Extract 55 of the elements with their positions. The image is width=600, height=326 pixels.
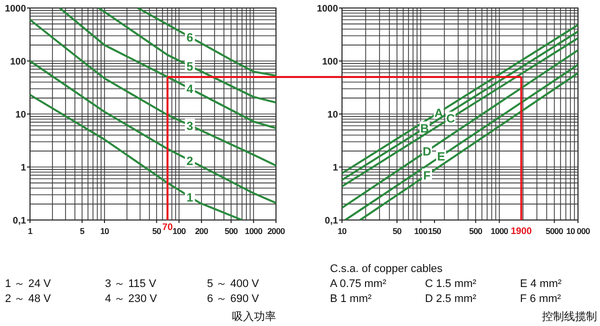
series-label: A [434,106,444,120]
text: F 6 mm² [520,293,562,305]
legend-title: C.s.a. of copper cables [330,263,444,275]
x-tick-label: 150 [428,226,442,236]
series-label: D [422,144,432,159]
y-tick-label: 1000 [4,4,26,14]
x-tick-label: 500 [224,226,238,236]
text: 6 ～ 690 V [207,293,260,305]
x-tick-label: 1000 [490,226,509,236]
x-tick-label: 50 [152,226,162,236]
text: E 4 mm² [520,278,562,290]
y-tick-label: 10 [15,110,26,120]
y-tick-label: 1 [20,162,27,174]
series-label: E [437,150,446,164]
y-tick-label: 100 [10,56,26,68]
text: 3 ～ 115 V [105,278,157,290]
series-label: 3 [186,118,194,133]
text: 4 ～ 230 V [105,293,158,305]
x-tick-label: 5000 [546,226,564,236]
x-tick-label: 50 [392,226,402,236]
text: 1 ～ 24 V [5,278,52,290]
x-tick-label: 10 [338,226,347,236]
x-tick-label: 100 [414,226,428,236]
y-tick-label: 0,1 [12,216,27,226]
y-tick-label: 0,1 [324,216,339,226]
x-tick-label: 10 [100,226,110,236]
text: A 0.75 mm² [330,278,387,290]
text: C 1.5 mm² [425,278,477,290]
y-tick-label: 10 [327,110,338,120]
y-tick-label: 1 [332,162,339,174]
text: 2 ～ 48 V [5,293,52,305]
x-tick-label: 2000 [267,226,286,236]
x-tick-label: 500 [469,226,483,236]
series-label: 6 [186,30,194,44]
series-label: 1 [186,190,194,204]
series-label: B [420,121,430,136]
x-tick-label: 1000 [244,226,263,236]
ref-line-label: 70 [162,222,173,233]
y-tick-label: 100 [322,56,338,68]
series-label: 4 [186,82,194,96]
x-tick-label: 5 [80,226,85,236]
x-tick-label: 100 [172,226,186,236]
text: D 2.5 mm² [425,293,477,305]
series-label: 2 [186,154,194,168]
series-label: C [446,112,456,126]
x-tick-label: 200 [194,226,209,236]
x-axis-title: 吸入功率 [232,310,276,323]
x-axis-title: 控制线揽制 [542,310,597,323]
ref-line-label: 1900 [510,226,532,237]
series-label: F [423,168,431,182]
text: B 1 mm² [330,293,372,305]
x-tick-label: 10 000 [566,226,590,236]
y-tick-label: 1000 [316,4,338,14]
series-label: 5 [186,59,194,74]
text: 5 ～ 400 V [207,278,260,290]
